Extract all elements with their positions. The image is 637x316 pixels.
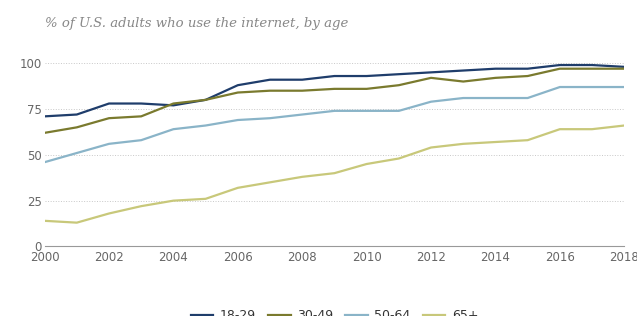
Legend: 18-29, 30-49, 50-64, 65+: 18-29, 30-49, 50-64, 65+ xyxy=(185,304,483,316)
Text: % of U.S. adults who use the internet, by age: % of U.S. adults who use the internet, b… xyxy=(45,17,348,30)
